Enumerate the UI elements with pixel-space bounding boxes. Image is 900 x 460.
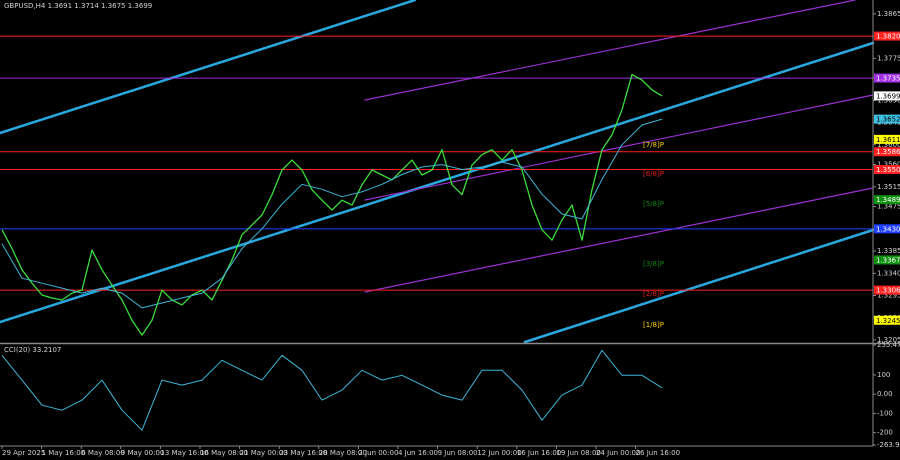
y-tick-label: -263.996 bbox=[877, 441, 900, 449]
trend-line bbox=[523, 228, 875, 344]
x-tick-label: 26 Jun 16:00 bbox=[636, 449, 680, 457]
x-tick-label: 23 May 16:00 bbox=[279, 449, 327, 457]
x-tick-label: 16 May 08:00 bbox=[200, 449, 248, 457]
level-box bbox=[874, 73, 900, 83]
level-label: 1.3367 bbox=[876, 256, 900, 264]
y-tick-label: 1.3865 bbox=[877, 10, 900, 18]
y-tick-label: 1.3385 bbox=[877, 247, 900, 255]
level-label: 1.3586 bbox=[876, 148, 900, 156]
y-tick-label: 0.00 bbox=[877, 390, 893, 398]
x-tick-label: 29 Apr 2025 bbox=[2, 449, 45, 457]
level-label: 1.3735 bbox=[876, 75, 900, 83]
x-tick-label: 6 May 08:00 bbox=[81, 449, 125, 457]
y-tick-label: 1.3515 bbox=[877, 183, 900, 191]
y-tick-label: 1.3560 bbox=[877, 161, 900, 169]
axes: 1.38651.38201.37751.37351.36901.36451.36… bbox=[1, 10, 900, 457]
murray-label: [5/8]P bbox=[643, 200, 664, 208]
x-tick-label: 13 May 16:00 bbox=[160, 449, 208, 457]
level-box bbox=[874, 147, 900, 157]
level-label: 1.3245 bbox=[876, 317, 900, 325]
series-line bbox=[1, 118, 663, 309]
series bbox=[1, 73, 663, 431]
y-tick-label: 100 bbox=[877, 371, 890, 379]
level-box bbox=[874, 285, 900, 295]
level-label: 1.3489 bbox=[876, 196, 900, 204]
x-tick-label: 2 Jun 00:00 bbox=[358, 449, 398, 457]
murray-label: [2/8]P bbox=[643, 290, 664, 298]
y-tick-label: 1.3340 bbox=[877, 269, 900, 277]
level-label: 1.3306 bbox=[876, 287, 900, 295]
y-tick-label: 1.3775 bbox=[877, 54, 900, 62]
x-tick-label: 28 May 08:00 bbox=[319, 449, 367, 457]
x-tick-label: 1 May 16:00 bbox=[42, 449, 86, 457]
x-tick-label: 9 Jun 08:00 bbox=[438, 449, 478, 457]
y-tick-label: 1.3475 bbox=[877, 203, 900, 211]
level-box bbox=[874, 165, 900, 175]
level-label: 1.3430 bbox=[876, 225, 900, 233]
trend-line bbox=[0, 41, 875, 324]
level-box bbox=[874, 224, 900, 234]
levels bbox=[0, 35, 873, 291]
series-line bbox=[1, 73, 663, 336]
x-tick-label: 16 Jun 16:00 bbox=[517, 449, 561, 457]
level-label: 1.3611 bbox=[876, 136, 900, 144]
level-box bbox=[874, 31, 900, 41]
x-tick-label: 12 Jun 00:00 bbox=[477, 449, 521, 457]
level-label: 1.3652 bbox=[876, 116, 900, 124]
x-tick-label: 24 Jun 00:00 bbox=[596, 449, 640, 457]
y-tick-label: -100 bbox=[877, 409, 893, 417]
level-box bbox=[874, 114, 900, 124]
murray-label: [3/8]P bbox=[643, 260, 664, 268]
level-box bbox=[874, 195, 900, 205]
level-label: 1.3820 bbox=[876, 33, 900, 41]
level-box bbox=[874, 134, 900, 144]
trend-line bbox=[0, 0, 417, 135]
x-tick-label: 19 Jun 08:00 bbox=[556, 449, 600, 457]
level-label: 1.3550 bbox=[876, 166, 900, 174]
murray-label: [1/8]P bbox=[643, 321, 664, 329]
series-line bbox=[1, 349, 663, 431]
y-tick-label: 1.3600 bbox=[877, 141, 900, 149]
level-label: 1.3699 bbox=[876, 92, 900, 100]
y-tick-label: 1.3205 bbox=[877, 336, 900, 344]
x-tick-label: 9 May 00:00 bbox=[121, 449, 165, 457]
murray-label: [6/8]P bbox=[643, 170, 664, 178]
level-box bbox=[874, 91, 900, 101]
channel-line bbox=[364, 94, 874, 201]
chart-title: GBPUSD,H4 1.3691 1.3714 1.3675 1.3699 bbox=[4, 2, 152, 10]
indicator-title: CCI(20) 33.2107 bbox=[4, 346, 61, 354]
level-box bbox=[874, 255, 900, 265]
channel-line bbox=[364, 187, 874, 293]
level-box bbox=[874, 315, 900, 325]
y-tick-label: -200 bbox=[877, 429, 893, 437]
trend-lines bbox=[0, 0, 875, 344]
murray-label: [7/8]P bbox=[643, 141, 664, 149]
x-tick-label: 21 May 00:00 bbox=[240, 449, 288, 457]
x-tick-label: 4 Jun 16:00 bbox=[398, 449, 438, 457]
channel-line bbox=[364, 0, 856, 101]
y-tick-label: 1.3295 bbox=[877, 292, 900, 300]
y-tick-label: 255.4768 bbox=[877, 341, 900, 349]
